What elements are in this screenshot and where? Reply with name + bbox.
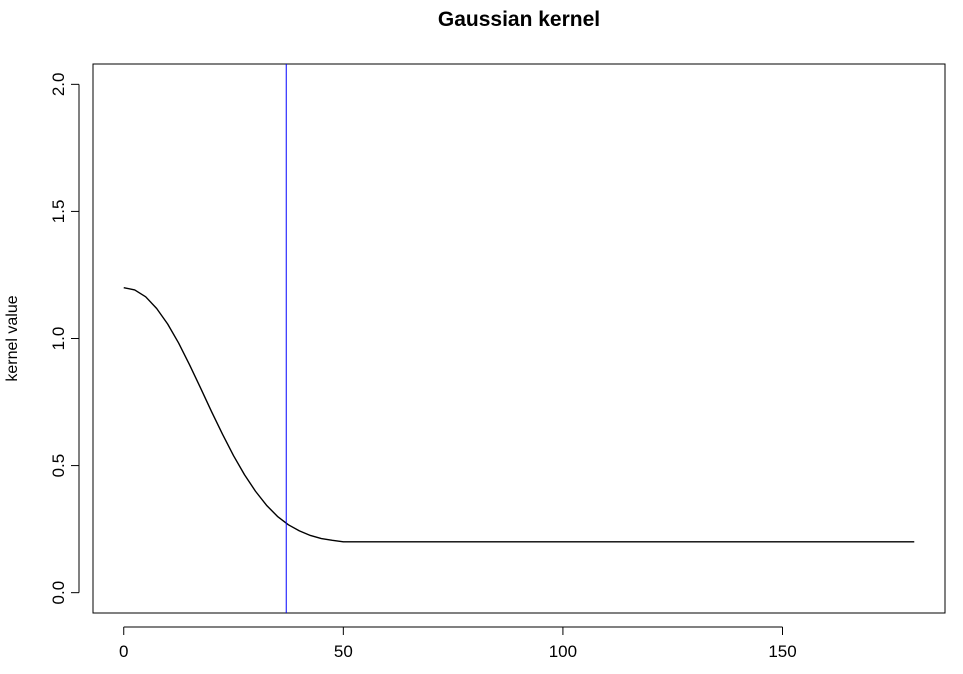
series-layer (123, 64, 915, 613)
plot-frame (92, 63, 946, 614)
y-axis-label: kernel value (4, 295, 21, 381)
y-tick-label: 1.5 (49, 200, 68, 224)
axes-layer: 0 50 100 150 0.0 0.5 1.0 1.5 2.0 (49, 63, 946, 661)
y-tick-label: 0.5 (49, 454, 68, 478)
y-tick-label: 0.0 (49, 581, 68, 605)
x-tick-label: 0 (119, 642, 128, 661)
chart-title: Gaussian kernel (438, 8, 600, 31)
x-tick-label: 50 (334, 642, 353, 661)
x-tick-label: 150 (768, 642, 796, 661)
y-tick-label: 1.0 (49, 327, 68, 351)
x-tick-label: 100 (549, 642, 577, 661)
kernel-series-line (123, 286, 915, 543)
y-tick-label: 2.0 (49, 73, 68, 97)
